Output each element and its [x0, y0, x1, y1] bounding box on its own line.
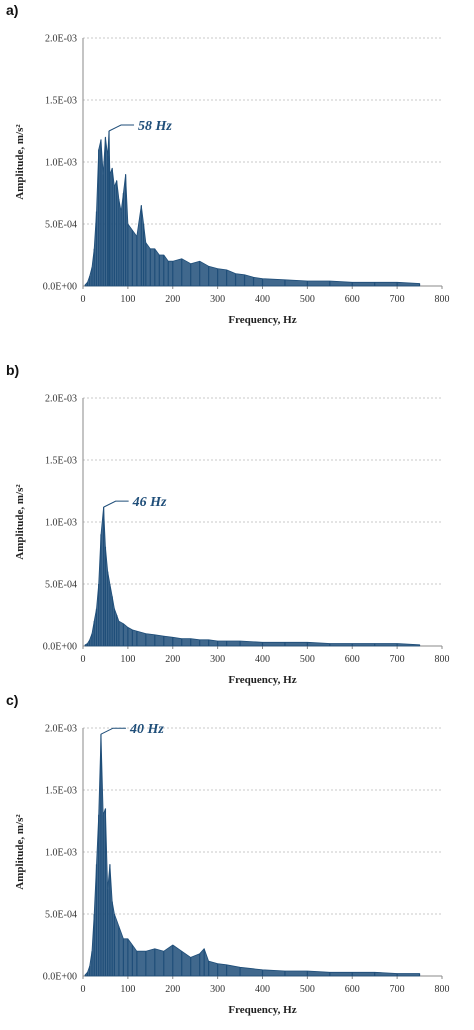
y-tick-label: 2.0E-03 [45, 34, 77, 45]
y-tick-label: 0.0E+00 [43, 282, 77, 293]
x-tick-label: 500 [300, 654, 315, 665]
x-tick-label: 0 [81, 654, 86, 665]
y-tick-label: 5.0E-04 [45, 580, 77, 591]
x-tick-label: 600 [345, 294, 360, 305]
y-tick-label: 2.0E-03 [45, 724, 77, 735]
x-tick-label: 500 [300, 984, 315, 995]
x-tick-label: 200 [165, 654, 180, 665]
x-tick-label: 200 [165, 984, 180, 995]
x-axis-title: Frequency, Hz [228, 314, 296, 326]
y-axis-title: Amplitude, m/s² [14, 484, 26, 560]
x-tick-label: 300 [210, 654, 225, 665]
x-tick-label: 600 [345, 654, 360, 665]
series-spectrum [84, 733, 420, 977]
x-tick-label: 0 [81, 984, 86, 995]
x-axis-title: Frequency, Hz [228, 1004, 296, 1016]
y-tick-label: 1.0E-03 [45, 158, 77, 169]
x-tick-label: 600 [345, 984, 360, 995]
panel-label: a) [6, 2, 19, 18]
y-tick-label: 5.0E-04 [45, 220, 77, 231]
y-tick-label: 0.0E+00 [43, 642, 77, 653]
y-tick-label: 1.0E-03 [45, 518, 77, 529]
chart-svg: 0.0E+00 5.0E-04 1.0E-03 1.5E-03 2.0E-03 0 100 2… [14, 394, 450, 687]
chart-svg: 0.0E+00 5.0E-04 1.0E-03 1.5E-03 2.0E-03 0 100 2… [14, 722, 450, 1016]
annotation-leader-line [103, 500, 129, 508]
x-tick-label: 700 [390, 654, 405, 665]
annotation-leader-line [108, 124, 135, 132]
x-tick-label: 400 [255, 984, 270, 995]
y-tick-label: 5.0E-04 [45, 910, 77, 921]
x-tick-label: 100 [120, 654, 135, 665]
x-tick-label: 400 [255, 654, 270, 665]
panel-label: c) [6, 692, 19, 708]
x-tick-label: 700 [390, 984, 405, 995]
x-tick-label: 100 [120, 984, 135, 995]
x-tick-label: 800 [435, 294, 450, 305]
series-spectrum [84, 506, 420, 647]
annotation-leader-line [100, 727, 126, 735]
chart-panel-a: a) 0.0E+00 5.0E-04 1.0E-03 1.5E-03 2.0E-03 0 1… [0, 0, 474, 340]
x-tick-label: 800 [435, 984, 450, 995]
y-tick-label: 1.5E-03 [45, 96, 77, 107]
chart-panel-b: b) 0.0E+00 5.0E-04 1.0E-03 1.5E-03 2.0E-03 0 1… [0, 360, 474, 700]
x-tick-label: 800 [435, 654, 450, 665]
x-tick-label: 500 [300, 294, 315, 305]
x-tick-label: 700 [390, 294, 405, 305]
y-axis-title: Amplitude, m/s² [14, 814, 26, 890]
y-tick-label: 2.0E-03 [45, 394, 77, 405]
series-spectrum [84, 130, 420, 287]
x-tick-label: 200 [165, 294, 180, 305]
annotation-label: 58 Hz [138, 119, 172, 134]
x-axis-title: Frequency, Hz [228, 674, 296, 686]
x-tick-label: 300 [210, 294, 225, 305]
x-tick-label: 100 [120, 294, 135, 305]
y-tick-label: 1.5E-03 [45, 456, 77, 467]
annotation-label: 40 Hz [129, 722, 164, 737]
y-tick-label: 1.0E-03 [45, 848, 77, 859]
annotation-label: 46 Hz [132, 495, 167, 510]
chart-panel-c: c) 0.0E+00 5.0E-04 1.0E-03 1.5E-03 2.0E-03 0 1… [0, 690, 474, 1030]
panel-label: b) [6, 362, 20, 378]
chart-svg: 0.0E+00 5.0E-04 1.0E-03 1.5E-03 2.0E-03 0 100 2… [14, 34, 450, 327]
x-tick-label: 400 [255, 294, 270, 305]
y-axis-title: Amplitude, m/s² [14, 124, 26, 200]
y-tick-label: 1.5E-03 [45, 786, 77, 797]
x-tick-label: 300 [210, 984, 225, 995]
x-tick-label: 0 [81, 294, 86, 305]
y-tick-label: 0.0E+00 [43, 972, 77, 983]
